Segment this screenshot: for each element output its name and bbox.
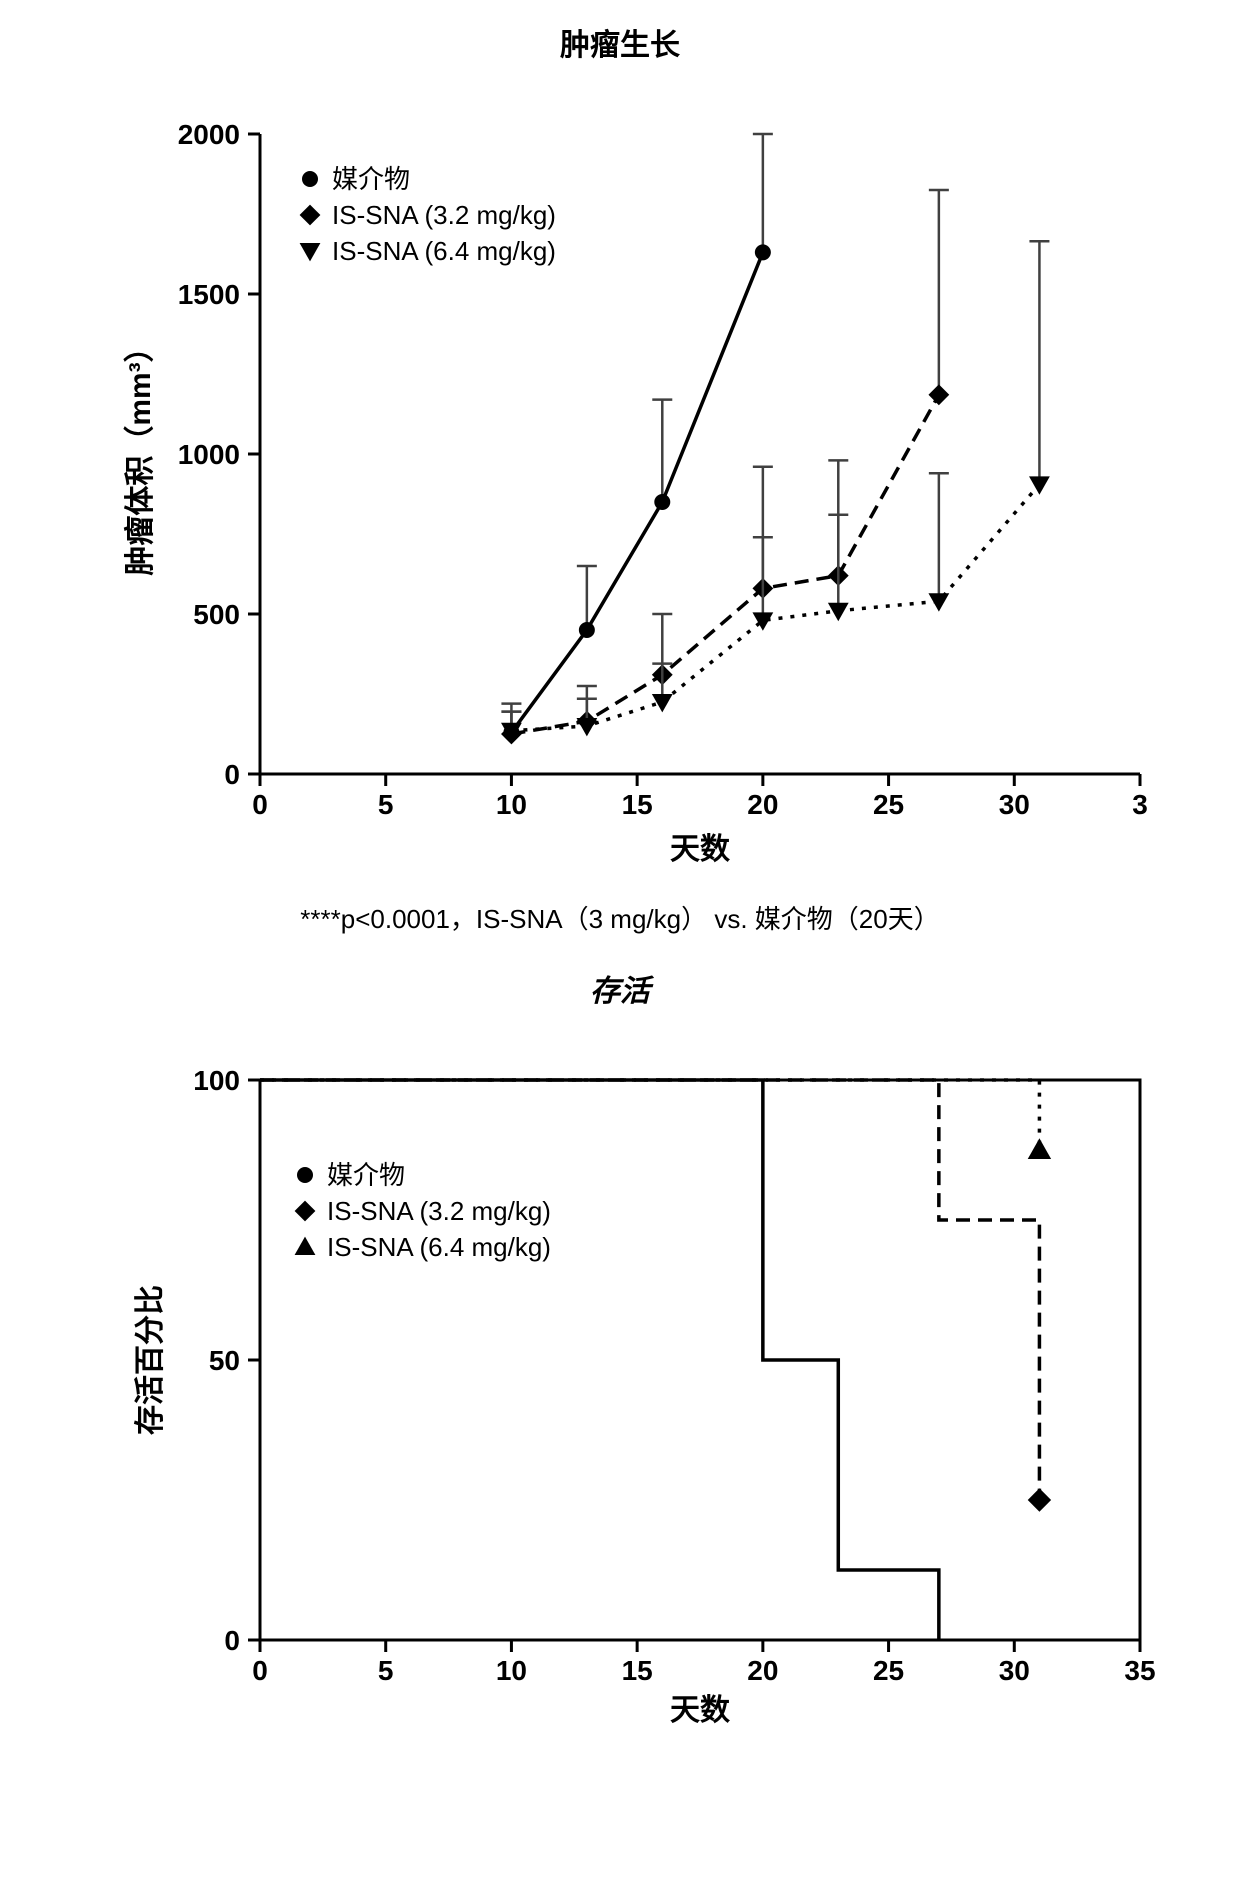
svg-text:5: 5 bbox=[378, 1655, 394, 1686]
svg-text:IS-SNA (3.2 mg/kg): IS-SNA (3.2 mg/kg) bbox=[327, 1196, 551, 1226]
svg-text:IS-SNA (6.4 mg/kg): IS-SNA (6.4 mg/kg) bbox=[327, 1232, 551, 1262]
svg-text:100: 100 bbox=[193, 1065, 240, 1096]
svg-text:30: 30 bbox=[999, 1655, 1030, 1686]
svg-text:0: 0 bbox=[252, 1655, 268, 1686]
tumor-growth-chart: 肿瘤生长 0 500 1000 1500 2000 0 5 10 15 20 25 30 3 天数 肿瘤体积… bbox=[20, 20, 1220, 936]
svg-text:500: 500 bbox=[193, 599, 240, 630]
svg-text:15: 15 bbox=[622, 789, 653, 820]
svg-text:25: 25 bbox=[873, 789, 904, 820]
svg-text:0: 0 bbox=[224, 759, 240, 790]
chart1-svg: 0 500 1000 1500 2000 0 5 10 15 20 25 30 3 天数 肿瘤体积（mm³）… bbox=[80, 74, 1160, 894]
survival-chart: 存活 0 50 100 0 5 10 15 20 25 30 35 天数 存活百分比 媒介物 IS-SNA … bbox=[20, 966, 1220, 1770]
svg-text:20: 20 bbox=[747, 1655, 778, 1686]
svg-text:存活百分比: 存活百分比 bbox=[134, 1285, 167, 1435]
svg-text:天数: 天数 bbox=[670, 833, 731, 866]
svg-text:15: 15 bbox=[622, 1655, 653, 1686]
svg-text:10: 10 bbox=[496, 1655, 527, 1686]
svg-text:2000: 2000 bbox=[178, 119, 240, 150]
chart2-title: 存活 bbox=[20, 966, 1220, 1010]
svg-text:IS-SNA (6.4 mg/kg): IS-SNA (6.4 mg/kg) bbox=[332, 236, 556, 266]
svg-text:媒介物: 媒介物 bbox=[332, 164, 410, 194]
svg-text:媒介物: 媒介物 bbox=[327, 1160, 405, 1190]
svg-text:天数: 天数 bbox=[670, 1694, 731, 1727]
svg-text:35: 35 bbox=[1124, 1655, 1155, 1686]
svg-text:25: 25 bbox=[873, 1655, 904, 1686]
svg-text:0: 0 bbox=[224, 1625, 240, 1656]
svg-text:30: 30 bbox=[999, 789, 1030, 820]
chart2-svg: 0 50 100 0 5 10 15 20 25 30 35 天数 存活百分比 媒介物 IS-SNA (3.… bbox=[80, 1020, 1160, 1770]
svg-text:1000: 1000 bbox=[178, 439, 240, 470]
svg-text:肿瘤体积（mm³）: 肿瘤体积（mm³） bbox=[123, 332, 157, 575]
chart1-caption: ****p<0.0001，IS-SNA（3 mg/kg） vs. 媒介物（20天… bbox=[20, 899, 1220, 936]
chart1-title: 肿瘤生长 bbox=[20, 20, 1220, 64]
svg-text:20: 20 bbox=[747, 789, 778, 820]
svg-text:10: 10 bbox=[496, 789, 527, 820]
svg-text:0: 0 bbox=[252, 789, 268, 820]
svg-text:3: 3 bbox=[1132, 789, 1148, 820]
svg-text:5: 5 bbox=[378, 789, 394, 820]
svg-text:1500: 1500 bbox=[178, 279, 240, 310]
svg-text:IS-SNA (3.2 mg/kg): IS-SNA (3.2 mg/kg) bbox=[332, 200, 556, 230]
svg-text:50: 50 bbox=[209, 1345, 240, 1376]
